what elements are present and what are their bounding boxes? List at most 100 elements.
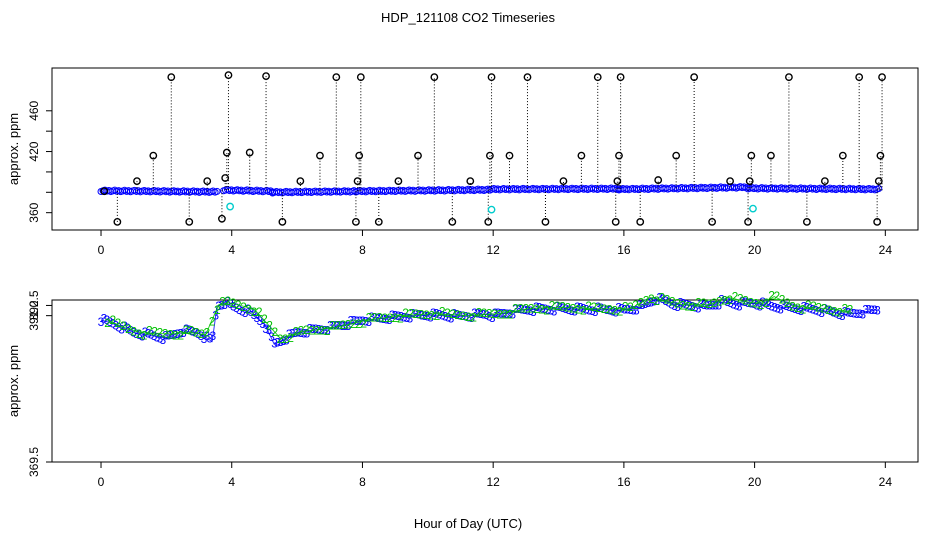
series-2-point: 2 xyxy=(282,332,289,346)
bottom-x-tick-label: 4 xyxy=(228,475,235,489)
series-3-point: 3 xyxy=(483,308,490,322)
series-3-point: 3 xyxy=(392,308,399,322)
series-3-point: 3 xyxy=(142,325,149,339)
series-3-line xyxy=(100,298,878,345)
series-3-point: 3 xyxy=(198,329,205,343)
series-3-point: 3 xyxy=(462,310,469,324)
series-2-point: 2 xyxy=(690,300,697,314)
series-3-point: 3 xyxy=(427,311,434,325)
series-3-point: 3 xyxy=(283,334,290,348)
outlier-point xyxy=(672,151,681,160)
series-2-point: 2 xyxy=(611,303,618,317)
series-2-point: 2 xyxy=(570,302,577,316)
series-3-point: 3 xyxy=(354,314,361,328)
series-3-point: 3 xyxy=(398,310,405,324)
series-3-point: 3 xyxy=(477,307,484,321)
series-3-point: 3 xyxy=(136,328,143,342)
series-2-point: 2 xyxy=(298,324,305,338)
series-3-point: 3 xyxy=(333,319,340,333)
series-3-point: 3 xyxy=(712,298,719,312)
series-3-point: 3 xyxy=(689,300,696,314)
series-2-point: 2 xyxy=(700,296,707,310)
series-2-point: 2 xyxy=(638,296,645,310)
series-3-point: 3 xyxy=(733,298,740,312)
series-3-point: 3 xyxy=(748,297,755,311)
series-2-point: 2 xyxy=(188,324,195,338)
top-x-tick-label: 20 xyxy=(748,243,762,257)
series-2-point: 2 xyxy=(407,306,414,320)
series-3-point: 3 xyxy=(268,330,275,344)
series-2-point: 2 xyxy=(261,312,268,326)
calibration-point xyxy=(487,205,496,214)
series-3-point: 3 xyxy=(130,326,137,340)
series-2-point: 2 xyxy=(209,314,216,328)
series-3-point: 3 xyxy=(656,290,663,304)
series-3-point: 3 xyxy=(404,311,411,325)
series-3-point: 3 xyxy=(215,299,222,313)
series-2-point: 2 xyxy=(350,317,357,331)
series-3-point: 3 xyxy=(312,322,319,336)
series-3-point: 3 xyxy=(551,304,558,318)
series-3-point: 3 xyxy=(709,299,716,313)
bottom-x-tick-label: 8 xyxy=(359,475,366,489)
series-3-point: 3 xyxy=(445,310,452,324)
series-3-point: 3 xyxy=(727,296,734,310)
bottom-x-tick-label: 16 xyxy=(617,475,631,489)
outlier-point xyxy=(484,217,493,226)
series-2-point: 2 xyxy=(151,325,158,339)
series-2-point: 2 xyxy=(742,294,749,308)
outlier-point xyxy=(224,71,233,80)
series-2-point: 2 xyxy=(162,327,169,341)
series-3-point: 3 xyxy=(468,311,475,325)
series-3-point: 3 xyxy=(204,329,211,343)
series-2-point: 2 xyxy=(303,323,310,337)
series-3-point: 3 xyxy=(633,304,640,318)
series-2-point: 2 xyxy=(679,299,686,313)
outlier-point xyxy=(593,73,602,82)
series-2-point: 2 xyxy=(841,301,848,315)
outlier-point xyxy=(838,151,847,160)
series-2-point: 2 xyxy=(512,302,519,316)
outlier-point xyxy=(611,217,620,226)
series-2-point: 2 xyxy=(444,306,451,320)
series-2-point: 2 xyxy=(517,301,524,315)
series-3-point: 3 xyxy=(724,295,731,309)
series-3-point: 3 xyxy=(401,310,408,324)
outlier-point xyxy=(185,217,194,226)
outlier-point xyxy=(726,177,734,185)
series-3-point: 3 xyxy=(559,301,566,315)
bottom-x-tick-label: 12 xyxy=(486,475,500,489)
series-3-point: 3 xyxy=(642,297,649,311)
chart-title: HDP_121108 CO2 Timeseries xyxy=(381,10,555,25)
top-plot-frame xyxy=(51,67,919,231)
series-2-point: 2 xyxy=(224,294,231,308)
series-3-point: 3 xyxy=(206,331,213,345)
series-3-point: 3 xyxy=(109,317,116,331)
series-3-point: 3 xyxy=(742,295,749,309)
bottom-x-tick-label: 24 xyxy=(879,475,893,489)
series-3-point: 3 xyxy=(242,306,249,320)
series-2-point: 2 xyxy=(418,307,425,321)
series-3-point: 3 xyxy=(412,307,419,321)
series-3-point: 3 xyxy=(292,326,299,340)
outlier-point xyxy=(873,217,882,226)
series-2-point: 2 xyxy=(240,300,247,314)
outlier-point xyxy=(505,151,514,160)
x-axis-label: Hour of Day (UTC) xyxy=(414,516,522,531)
series-3-point: 3 xyxy=(583,302,590,316)
series-3-point: 3 xyxy=(715,298,722,312)
outlier-point xyxy=(332,73,341,82)
top-x-tick-label: 16 xyxy=(617,243,631,257)
series-2-point: 2 xyxy=(256,305,263,319)
series-2-point: 2 xyxy=(523,301,530,315)
series-3-point: 3 xyxy=(448,311,455,325)
outlier-point xyxy=(745,177,754,185)
series-3-point: 3 xyxy=(615,301,622,315)
series-2-point: 2 xyxy=(726,293,733,307)
series-3-point: 3 xyxy=(233,301,240,315)
series-2-point: 2 xyxy=(272,325,279,339)
outlier-point xyxy=(414,151,422,160)
series-2-point: 2 xyxy=(381,311,388,325)
series-3-point: 3 xyxy=(506,307,513,321)
